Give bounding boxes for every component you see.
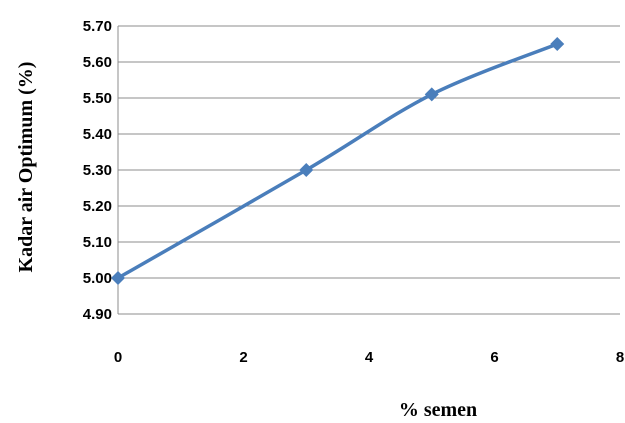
y-tick-labels: 4.90 5.00 5.10 5.20 5.30 5.40 5.50 5.60 5.70 — [83, 18, 112, 323]
x-tick-label: 8 — [616, 349, 624, 366]
y-tick-label: 5.50 — [83, 90, 112, 107]
y-tick-label: 5.10 — [83, 234, 112, 251]
series-line — [116, 42, 559, 280]
gridlines — [118, 25, 620, 279]
y-tick-label: 5.30 — [83, 162, 112, 179]
y-tick-label: 5.70 — [83, 18, 112, 35]
y-tick-label: 4.90 — [83, 306, 112, 323]
x-tick-label: 2 — [239, 349, 247, 366]
data-point-marker — [424, 87, 439, 102]
data-point-marker — [299, 163, 314, 177]
y-tick-label: 5.00 — [83, 270, 112, 287]
x-tick-label: 4 — [365, 349, 374, 366]
y-tick-label: 5.40 — [83, 126, 112, 143]
x-tick-label: 0 — [114, 349, 122, 366]
axes — [117, 26, 620, 315]
x-axis-title: % semen — [399, 399, 477, 421]
x-tick-label: 6 — [490, 349, 498, 366]
y-tick-label: 5.20 — [83, 198, 112, 215]
data-point-marker — [111, 271, 125, 285]
x-tick-labels: 0 2 4 6 8 — [114, 349, 624, 366]
data-point-marker — [550, 37, 565, 51]
y-tick-label: 5.60 — [83, 54, 112, 71]
series-layer — [111, 37, 565, 285]
y-axis-title: Kadar air Optimum (%) — [15, 62, 37, 273]
